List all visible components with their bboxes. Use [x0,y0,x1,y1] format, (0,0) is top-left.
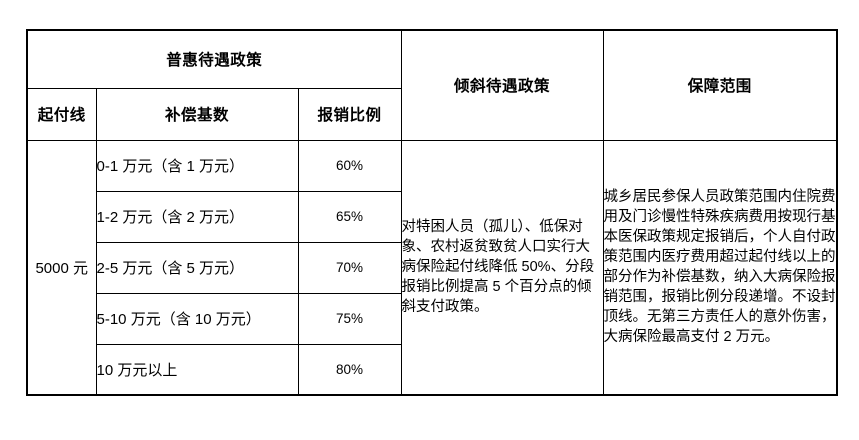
header-reimbursement-ratio: 报销比例 [297,87,402,141]
table-row: 5-10 万元（含 10 万元） 75% [27,292,837,345]
table-row: 1-2 万元（含 2 万元） 65% [27,190,837,243]
coverage-scope-text: 城乡居民参保人员政策范围内住院费用及门诊慢性特殊疾病费用按现行基本医保政策规定报… [602,139,838,396]
reimbursement-ratio-cell: 70% [297,241,402,294]
benefit-policy-table: 普惠待遇政策 倾斜待遇政策 保障范围 起付线 补偿基数 报销比例 5000 元 … [26,29,839,396]
compensation-base-cell: 2-5 万元（含 5 万元） [95,241,299,294]
header-universal-policy-group: 普惠待遇政策 [26,29,402,89]
header-deductible: 起付线 [26,87,97,141]
reimbursement-ratio-cell: 75% [297,292,402,345]
compensation-base-cell: 0-1 万元（含 1 万元） [95,139,299,192]
header-tilt-policy: 倾斜待遇政策 [400,29,604,141]
header-compensation-base: 补偿基数 [95,87,299,141]
reimbursement-ratio-cell: 80% [297,343,402,396]
compensation-base-cell: 5-10 万元（含 10 万元） [95,292,299,345]
reimbursement-ratio-cell: 65% [297,190,402,243]
compensation-base-cell: 1-2 万元（含 2 万元） [95,190,299,243]
deductible-value-cell: 5000 元 [26,139,97,396]
table-row: 5000 元 0-1 万元（含 1 万元） 60% 对特困人员（孤儿）、低保对象… [26,139,838,396]
reimbursement-ratio-cell: 60% [297,139,402,192]
table-row: 10 万元以上 80% [27,343,837,396]
header-coverage-scope: 保障范围 [602,29,838,141]
compensation-base-cell: 10 万元以上 [95,343,299,396]
tilt-policy-text: 对特困人员（孤儿）、低保对象、农村返贫致贫人口实行大病保险起付线降低 50%、分… [400,139,604,396]
table-row: 2-5 万元（含 5 万元） 70% [27,241,837,294]
